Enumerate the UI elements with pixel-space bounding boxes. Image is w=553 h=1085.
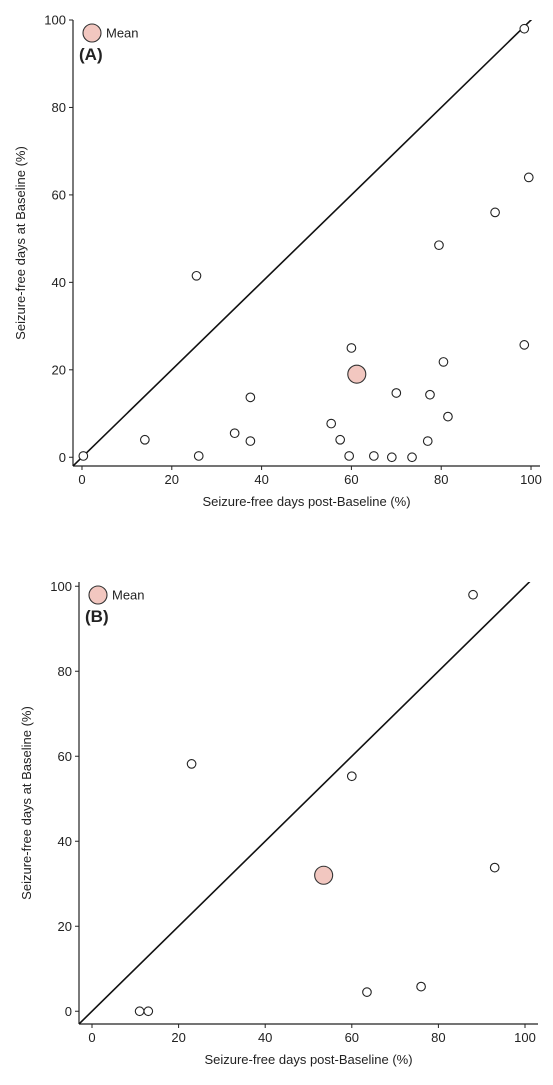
y-tick-label: 60 bbox=[58, 749, 72, 764]
data-point bbox=[443, 411, 453, 422]
legend-mean-marker bbox=[88, 585, 108, 605]
data-point bbox=[193, 451, 204, 461]
data-point bbox=[326, 418, 337, 429]
data-point bbox=[344, 451, 355, 461]
y-tick-label: 100 bbox=[44, 13, 66, 28]
mean-point bbox=[314, 865, 334, 885]
y-tick-label: 0 bbox=[65, 1004, 72, 1019]
data-point bbox=[468, 589, 478, 600]
panel-b: 0 20 40 60 80 100 0 20 40 60 80 100 Seizure-free day… bbox=[19, 579, 538, 1067]
y-tick-label: 60 bbox=[52, 187, 66, 202]
identity-line bbox=[79, 582, 531, 1024]
panel-label: (A) bbox=[79, 45, 103, 64]
data-point bbox=[434, 240, 444, 251]
y-tick-label: 20 bbox=[58, 919, 72, 934]
x-tick-label: 40 bbox=[254, 472, 268, 487]
data-point bbox=[369, 451, 379, 461]
data-point bbox=[245, 392, 256, 403]
x-tick-label: 100 bbox=[514, 1030, 536, 1045]
data-point bbox=[490, 207, 500, 218]
data-point bbox=[489, 862, 500, 873]
y-tick-label: 0 bbox=[59, 450, 66, 465]
data-point bbox=[407, 452, 417, 463]
data-point bbox=[425, 389, 435, 400]
y-tick-label: 80 bbox=[58, 664, 72, 679]
x-axis-title: Seizure-free days post-Baseline (%) bbox=[202, 494, 410, 509]
data-point bbox=[519, 340, 530, 350]
x-tick-label: 20 bbox=[171, 1030, 185, 1045]
x-tick-label: 60 bbox=[345, 1030, 359, 1045]
y-tick-label: 40 bbox=[52, 275, 66, 290]
x-axis-title: Seizure-free days post-Baseline (%) bbox=[204, 1052, 412, 1067]
x-tick-label: 60 bbox=[344, 472, 358, 487]
y-axis-title: Seizure-free days at Baseline (%) bbox=[19, 706, 34, 900]
mean-point bbox=[347, 364, 367, 384]
y-tick-label: 100 bbox=[50, 579, 72, 594]
panel-label: (B) bbox=[85, 607, 109, 626]
data-point bbox=[386, 452, 397, 463]
x-tick-label: 80 bbox=[434, 472, 448, 487]
data-point bbox=[245, 436, 256, 446]
x-tick-label: 40 bbox=[258, 1030, 272, 1045]
legend-label: Mean bbox=[112, 588, 145, 603]
data-point bbox=[438, 357, 449, 367]
identity-line bbox=[73, 20, 533, 466]
data-point bbox=[143, 1006, 154, 1017]
x-tick-label: 20 bbox=[165, 472, 179, 487]
data-point bbox=[391, 388, 402, 398]
data-point bbox=[139, 434, 150, 445]
data-point bbox=[229, 428, 240, 439]
data-point bbox=[362, 987, 372, 997]
y-tick-label: 40 bbox=[58, 834, 72, 849]
data-point bbox=[335, 434, 346, 445]
data-point bbox=[134, 1006, 145, 1017]
panel-a: 0 20 40 60 80 100 0 20 40 60 80 100 Seizure-free day… bbox=[13, 13, 542, 510]
legend-label: Mean bbox=[106, 26, 139, 41]
y-tick-label: 80 bbox=[52, 100, 66, 115]
data-point bbox=[346, 771, 357, 782]
x-tick-label: 0 bbox=[78, 472, 85, 487]
data-point bbox=[191, 270, 202, 281]
x-tick-label: 100 bbox=[520, 472, 542, 487]
data-point bbox=[422, 436, 433, 446]
x-tick-label: 0 bbox=[88, 1030, 95, 1045]
data-point bbox=[186, 759, 197, 769]
data-point bbox=[523, 172, 534, 183]
y-axis-title: Seizure-free days at Baseline (%) bbox=[13, 146, 28, 340]
data-point bbox=[78, 451, 89, 461]
data-point bbox=[519, 23, 530, 34]
legend-mean-marker bbox=[82, 23, 102, 43]
data-point bbox=[346, 343, 357, 353]
x-tick-label: 80 bbox=[431, 1030, 445, 1045]
data-point bbox=[416, 981, 426, 992]
y-tick-label: 20 bbox=[52, 362, 66, 377]
